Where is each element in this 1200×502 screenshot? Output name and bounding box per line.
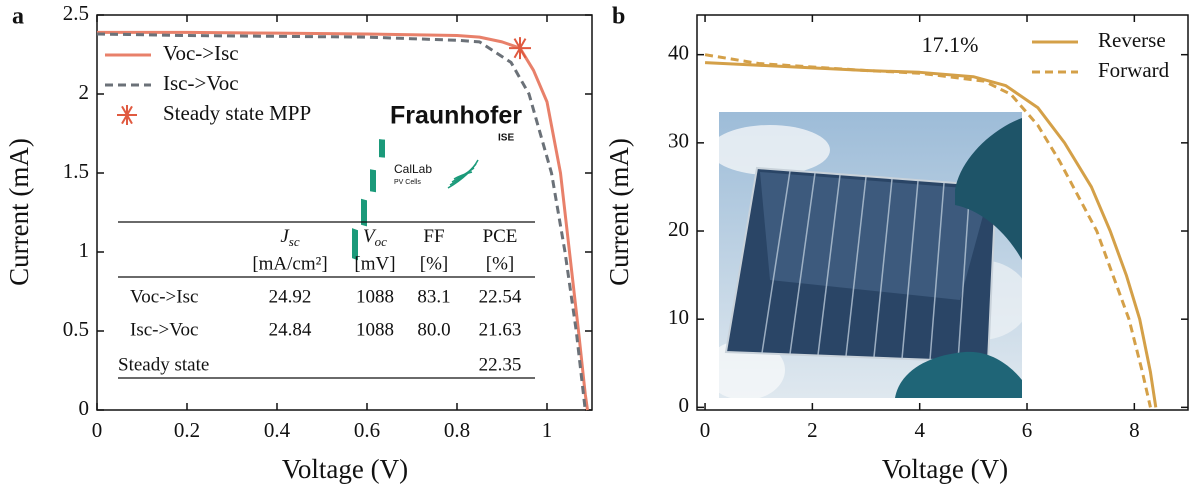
x-tick-label: 8 xyxy=(1129,418,1140,442)
x-tick-label: 0.4 xyxy=(264,418,291,442)
row-label: Voc->Isc xyxy=(130,286,198,307)
y-tick-label: 0.5 xyxy=(63,317,89,341)
x-tick-label: 4 xyxy=(914,418,925,442)
panel-label: a xyxy=(12,4,24,30)
header-subscript: sc xyxy=(289,234,300,249)
table-cell: 80.0 xyxy=(417,319,450,340)
plot-frame xyxy=(696,14,1189,411)
y-tick-label: 0 xyxy=(79,396,90,420)
y-tick-label: 2 xyxy=(79,80,90,104)
table-header: Voc xyxy=(363,226,387,249)
logo-stripe xyxy=(361,198,367,227)
data-line xyxy=(96,32,587,411)
data-line xyxy=(704,61,1158,408)
marker xyxy=(509,37,531,60)
logo-text: CalLab xyxy=(394,162,432,176)
x-axis-label: Voltage (V) xyxy=(282,454,408,484)
logo-arc xyxy=(447,159,479,189)
data-line xyxy=(704,53,1152,408)
panel-label: b xyxy=(612,4,625,30)
logo-icon xyxy=(352,139,385,261)
header-symbol: J xyxy=(280,226,290,247)
table-header: FF xyxy=(423,226,444,247)
table-cell: 22.35 xyxy=(479,354,522,375)
table-header: PCE xyxy=(483,226,518,247)
data-line xyxy=(97,30,589,411)
table-unit: [%] xyxy=(420,253,448,274)
legend-label: Reverse xyxy=(1098,28,1166,52)
x-tick-label: 0.8 xyxy=(444,418,470,442)
x-tick-label: 0 xyxy=(92,418,103,442)
y-axis-label: Current (mA) xyxy=(604,138,634,286)
y-tick-label: 40 xyxy=(668,40,689,64)
logo-text: Fraunhofer xyxy=(390,102,522,130)
legend-label: Forward xyxy=(1098,58,1170,82)
table-cell: 1088 xyxy=(356,319,394,340)
table-header: Jsc xyxy=(280,226,299,249)
table-cell: 83.1 xyxy=(417,286,450,307)
y-tick-label: 2.5 xyxy=(63,1,89,25)
photo xyxy=(719,112,1022,398)
x-axis-label: Voltage (V) xyxy=(882,454,1008,484)
table-cell: 24.92 xyxy=(269,286,312,307)
y-axis-label: Current (mA) xyxy=(4,138,34,286)
header-subscript: oc xyxy=(375,234,388,249)
y-tick-label: 20 xyxy=(668,217,689,241)
header-symbol: FF xyxy=(423,226,444,247)
table-cell: 24.84 xyxy=(269,319,312,340)
plot-frame xyxy=(96,14,593,411)
x-tick-label: 0.2 xyxy=(174,418,200,442)
legend-symbol xyxy=(117,105,137,125)
y-tick-label: 30 xyxy=(668,129,689,153)
row-label: Steady state xyxy=(118,354,209,375)
y-tick-label: 1.5 xyxy=(63,159,89,183)
legend-label: Isc->Voc xyxy=(163,71,239,95)
header-symbol: PCE xyxy=(483,226,518,247)
x-tick-label: 6 xyxy=(1022,418,1033,442)
x-tick-label: 1 xyxy=(542,418,553,442)
logo-stripe xyxy=(379,139,385,158)
x-tick-label: 0.6 xyxy=(354,418,380,442)
table-unit: [mV] xyxy=(354,253,395,274)
x-tick-label: 2 xyxy=(807,418,818,442)
x-tick-label: 0 xyxy=(700,418,711,442)
legend-label: Voc->Isc xyxy=(163,41,239,65)
logo-stripe xyxy=(370,169,376,193)
y-tick-label: 0 xyxy=(679,393,690,417)
table-cell: 21.63 xyxy=(479,319,522,340)
logo-text: PV Cells xyxy=(394,179,421,186)
row-label: Isc->Voc xyxy=(130,319,198,340)
header-symbol: V xyxy=(363,226,377,247)
logo-arc xyxy=(453,171,473,180)
y-tick-label: 1 xyxy=(79,238,90,262)
annotation: 17.1% xyxy=(922,32,979,57)
table-cell: 1088 xyxy=(356,286,394,307)
logo-text: ISE xyxy=(498,133,514,144)
legend-label: Steady state MPP xyxy=(163,101,311,125)
table-cell: 22.54 xyxy=(479,286,522,307)
logo-stripe xyxy=(352,228,358,261)
y-tick-label: 10 xyxy=(668,305,689,329)
table-unit: [mA/cm²] xyxy=(252,253,327,274)
table-unit: [%] xyxy=(486,253,514,274)
